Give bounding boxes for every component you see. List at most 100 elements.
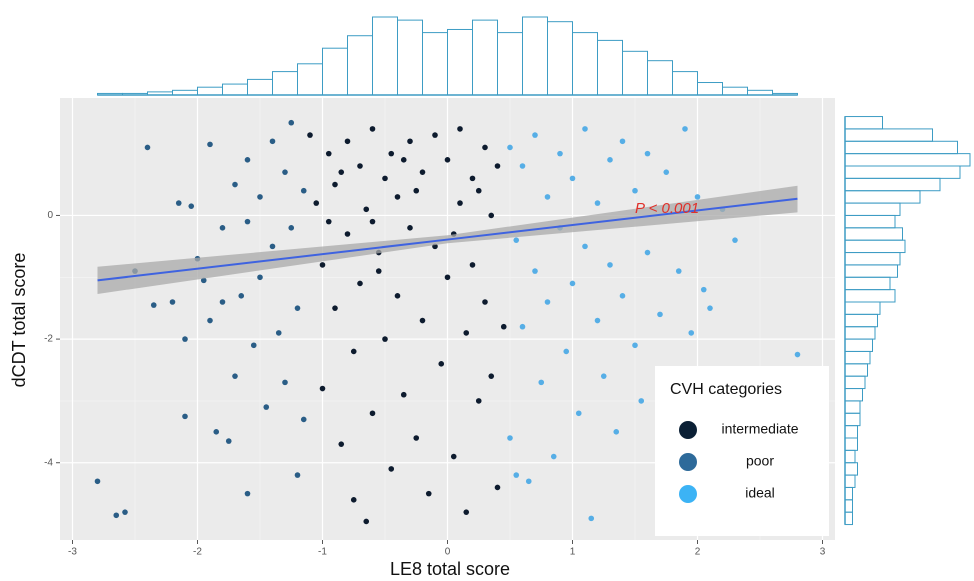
point: [332, 181, 338, 188]
point: [300, 187, 307, 194]
x-tick-label: 0: [445, 547, 451, 558]
point: [494, 163, 501, 169]
point: [644, 249, 651, 256]
point: [257, 274, 263, 281]
point: [369, 126, 376, 132]
y-histogram-bar: [844, 276, 891, 291]
point: [257, 194, 263, 200]
point: [525, 478, 532, 485]
y-histogram-bar: [844, 363, 868, 377]
x-histogram-bar: [597, 39, 623, 96]
y-histogram-bar: [844, 165, 961, 179]
x-tick-label: -2: [193, 547, 202, 558]
point: [182, 336, 188, 342]
point: [607, 157, 613, 163]
point: [282, 379, 288, 386]
y-histogram-bar: [844, 375, 866, 390]
point: [357, 280, 363, 287]
point: [219, 225, 226, 231]
point: [594, 317, 601, 324]
point: [344, 231, 351, 237]
point: [619, 293, 626, 299]
point: [294, 472, 301, 478]
x-histogram-bar: [197, 86, 223, 96]
legend-swatch: [679, 453, 697, 471]
point: [369, 218, 376, 225]
point: [688, 330, 695, 336]
y-histogram-bar: [844, 128, 933, 142]
x-histogram-bar: [297, 63, 323, 96]
point: [469, 262, 476, 268]
point: [700, 286, 707, 293]
point: [388, 466, 395, 472]
point: [513, 472, 520, 478]
y-histogram-bar: [844, 177, 941, 192]
point: [432, 132, 438, 138]
legend-label: intermediate: [721, 421, 798, 437]
point: [569, 175, 576, 182]
point: [307, 132, 313, 138]
x-tick-label: -1: [318, 547, 327, 558]
point: [344, 138, 351, 145]
point: [225, 438, 232, 444]
x-histogram-bar: [472, 19, 498, 96]
point: [707, 305, 713, 311]
point: [207, 317, 213, 324]
point: [413, 187, 420, 194]
point: [644, 150, 651, 157]
point: [319, 262, 326, 268]
point: [282, 169, 288, 175]
y-histogram-bar: [844, 264, 898, 278]
y-tick-label: 0: [47, 210, 53, 221]
point: [457, 126, 463, 132]
point: [350, 348, 357, 355]
point: [613, 429, 620, 435]
point: [382, 336, 388, 342]
point: [488, 212, 495, 219]
point: [575, 410, 582, 417]
x-histogram-bar: [572, 32, 598, 96]
legend-title: CVH categories: [670, 381, 782, 398]
y-histogram-bar: [844, 350, 871, 365]
point: [150, 302, 157, 308]
point: [300, 416, 307, 423]
point: [288, 119, 295, 126]
x-histogram-bar: [522, 16, 548, 96]
point: [294, 305, 301, 311]
y-histogram-bar: [844, 412, 861, 427]
point: [544, 299, 551, 305]
y-axis-label: dCDT total score: [9, 253, 29, 388]
point: [482, 144, 488, 151]
point: [519, 323, 526, 330]
point: [382, 175, 388, 182]
point: [588, 515, 595, 522]
point: [200, 277, 207, 284]
point: [425, 490, 432, 497]
legend-swatch: [679, 485, 697, 503]
point: [632, 187, 638, 194]
y-histogram-bar: [844, 301, 881, 315]
point: [182, 413, 188, 420]
legend-swatch: [679, 421, 697, 439]
y-histogram-bar: [844, 425, 858, 439]
point: [207, 141, 213, 148]
point: [113, 512, 120, 519]
y-histogram-bar: [844, 202, 901, 216]
y-histogram-bar: [844, 511, 853, 526]
point: [244, 157, 251, 163]
point: [338, 441, 345, 447]
x-tick-label: -3: [68, 547, 77, 558]
x-histogram-bar: [222, 83, 248, 96]
y-histogram-bar: [844, 239, 906, 254]
point: [475, 187, 482, 194]
point: [122, 509, 128, 515]
y-histogram-bar: [844, 437, 858, 451]
point: [413, 435, 420, 441]
point: [269, 138, 276, 145]
point: [682, 126, 688, 132]
point: [175, 200, 182, 206]
point: [469, 175, 476, 182]
point: [675, 268, 682, 274]
point: [288, 225, 295, 231]
y-histogram-bar: [844, 190, 921, 204]
